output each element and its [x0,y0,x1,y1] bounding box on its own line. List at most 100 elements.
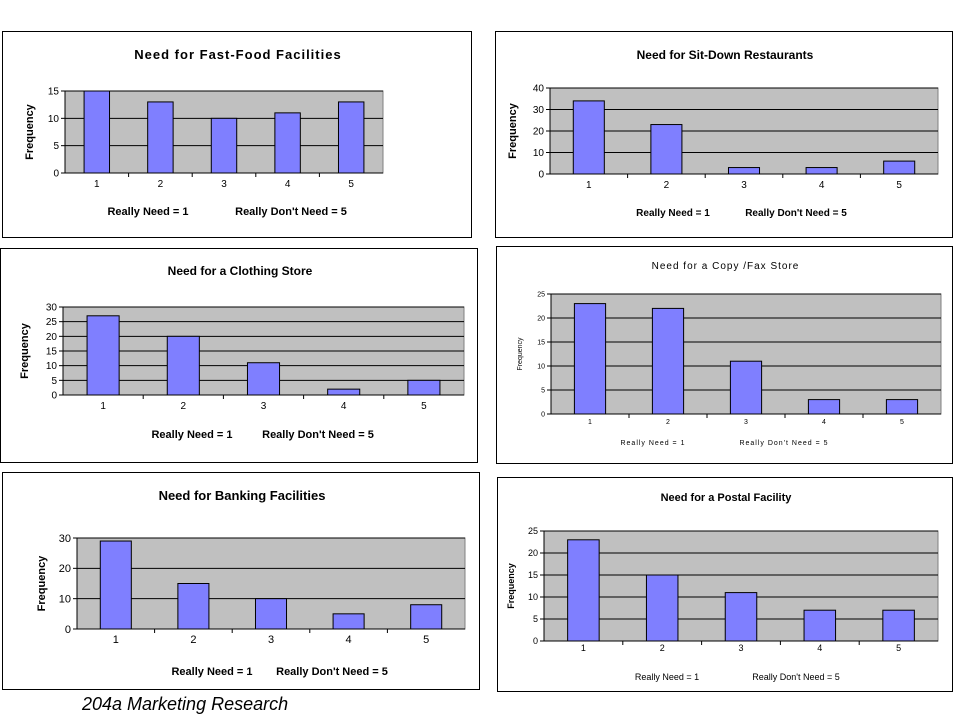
y-tick-label: 10 [59,594,71,606]
y-tick-label: 25 [537,291,545,298]
y-axis-label: Frequency [507,102,519,159]
bar [410,604,443,630]
y-axis-label: Frequency [36,555,48,612]
y-tick-label: 15 [46,347,58,358]
x-tick-label: 5 [423,634,429,646]
y-tick-label: 0 [533,636,538,646]
y-tick-label: 0 [538,170,544,181]
x-axis-label-right: Really Don't Need = 5 [739,440,828,447]
x-tick-label: 5 [896,180,902,191]
x-tick-label: 2 [181,401,187,412]
y-tick-label: 5 [53,141,59,152]
x-tick-label: 4 [341,401,347,412]
x-tick-label: 4 [819,180,825,191]
x-axis-label-left: Really Need = 1 [635,672,699,682]
x-axis-label-left: Really Need = 1 [620,440,685,447]
bar [651,307,685,415]
y-tick-label: 20 [59,563,71,575]
x-axis-label-left: Really Need = 1 [151,429,232,441]
x-axis-label-left: Really Need = 1 [171,666,252,678]
x-tick-label: 1 [100,401,106,412]
y-tick-label: 5 [533,614,538,624]
bar [885,399,919,415]
footer-course-label: 204a Marketing Research [82,694,289,714]
bar [99,540,132,630]
bar [567,539,600,642]
x-tick-label: 5 [900,419,904,426]
x-tick-label: 4 [285,179,291,190]
x-tick-label: 5 [896,643,901,653]
bar [803,609,837,642]
chart-title: Need for a Copy /Fax Store [652,261,800,272]
y-tick-label: 0 [53,169,59,180]
y-tick-label: 10 [528,592,538,602]
x-axis-label-right: Really Don't Need = 5 [262,429,374,441]
y-tick-label: 20 [46,332,58,343]
bar [807,399,841,415]
bar [724,592,758,642]
x-tick-label: 3 [221,179,227,190]
chart-panel-sit-down: Need for Sit-Down Restaurants 0 10 20 30 40 1 2… [495,31,953,238]
bar [177,583,210,630]
x-tick-label: 5 [421,401,427,412]
x-tick-label: 2 [190,634,196,646]
bar [407,379,441,396]
y-tick-label: 30 [59,533,71,545]
x-tick-label: 2 [664,180,670,191]
bar [727,167,761,175]
y-tick-label: 10 [537,363,545,370]
bar [274,112,301,174]
y-tick-label: 5 [51,376,57,387]
y-tick-label: 30 [533,105,545,116]
x-tick-label: 4 [346,634,352,646]
y-tick-label: 20 [537,315,545,322]
x-axis-label-right: Really Don't Need = 5 [745,208,847,219]
y-tick-label: 15 [528,570,538,580]
x-tick-label: 1 [586,180,592,191]
bar [210,117,238,174]
y-tick-label: 0 [541,411,545,418]
y-tick-label: 20 [533,127,545,138]
x-tick-label: 1 [588,419,592,426]
x-tick-label: 2 [660,643,665,653]
bar [572,100,605,175]
bar-chart: Need for a Clothing Store 0 5 10 15 20 25 30 1 2 3… [19,264,465,441]
y-tick-label: 20 [528,548,538,558]
bar-chart: Need for a Postal Facility 0 5 10 15 20 25 1 2 3 4… [506,492,939,682]
x-tick-label: 2 [158,179,164,190]
chart-title: Need for a Clothing Store [168,264,313,278]
x-tick-label: 3 [261,401,267,412]
chart-title: Need for Fast-Food Facilities [134,47,341,62]
y-tick-label: 0 [51,391,57,402]
x-tick-label: 3 [744,419,748,426]
y-tick-label: 25 [46,317,58,328]
chart-panel-clothing: Need for a Clothing Store 0 5 10 15 20 25 30 1 2 3… [0,248,478,463]
bar-chart: Need for Fast-Food Facilities 0 5 10 15 1 2 3 4 5… [24,47,384,218]
bar-chart: Need for a Copy /Fax Store 0 5 10 15 20 25 1 2 3 4… [517,261,942,447]
x-tick-label: 4 [822,419,826,426]
bar [882,609,915,642]
bar [805,167,838,175]
x-tick-label: 5 [348,179,354,190]
y-axis-label: Frequency [506,563,516,609]
x-axis-label-left: Really Need = 1 [107,206,188,218]
y-tick-label: 30 [46,303,58,314]
bar [883,160,916,175]
x-axis-label-left: Really Need = 1 [636,208,710,219]
x-tick-label: 4 [817,643,822,653]
y-tick-label: 5 [541,387,545,394]
y-tick-label: 10 [46,361,58,372]
bar [327,388,361,396]
y-axis-label: Frequency [517,337,524,371]
bar-chart: Need for Sit-Down Restaurants 0 10 20 30 40 1 2… [507,48,939,219]
y-tick-label: 15 [537,339,545,346]
chart-panel-copy-fax: Need for a Copy /Fax Store 0 5 10 15 20 25 1 2 3 4… [496,246,953,464]
y-tick-label: 10 [48,114,60,125]
x-tick-label: 1 [94,179,100,190]
y-axis-label: Frequency [19,322,31,379]
y-axis-label: Frequency [24,103,36,160]
chart-panel-fast-food: Need for Fast-Food Facilities 0 5 10 15 1 2 3 4 5… [2,31,472,238]
bar [332,613,365,630]
bar [645,574,679,642]
x-tick-label: 3 [268,634,274,646]
